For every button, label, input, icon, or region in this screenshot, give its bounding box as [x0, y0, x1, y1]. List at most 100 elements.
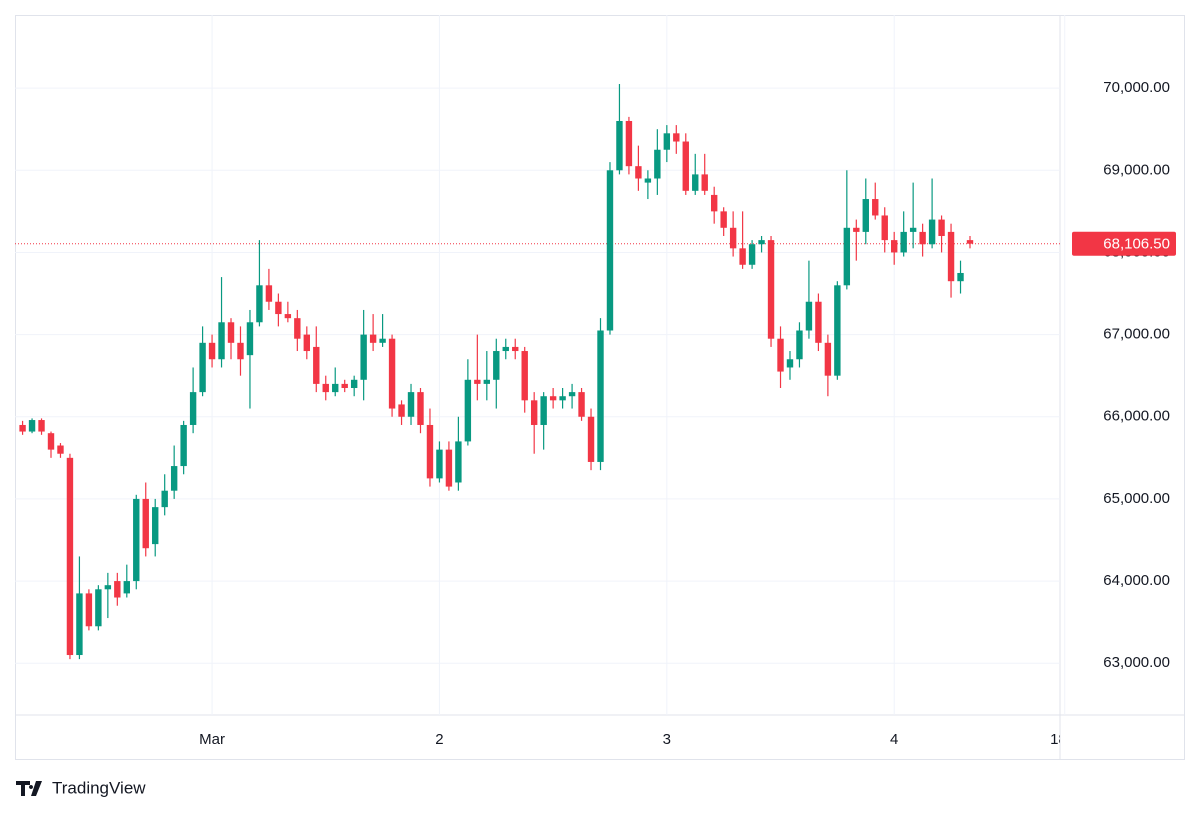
candle-body — [161, 490, 168, 508]
candle-body — [644, 178, 652, 183]
candle-body — [853, 227, 860, 232]
candle-body — [28, 420, 36, 432]
candle-body — [464, 379, 472, 442]
candle-body — [256, 285, 263, 323]
candle-body — [218, 322, 225, 360]
candle-body — [38, 420, 45, 432]
candle-body — [483, 379, 491, 384]
candle-body — [720, 211, 727, 228]
candle-body — [549, 396, 557, 401]
candle-body — [104, 585, 112, 590]
candle-body — [625, 120, 633, 167]
candle-body — [616, 120, 623, 171]
y-tick-label: 70,000.00 — [1103, 79, 1170, 96]
candle-body — [805, 301, 813, 331]
candle-body — [294, 318, 301, 339]
candle-body — [407, 392, 415, 417]
candle-body — [95, 589, 102, 627]
candle-body — [199, 342, 206, 393]
candle-body — [152, 507, 159, 545]
candle-body — [739, 248, 746, 265]
candle-body — [417, 392, 424, 425]
candle-body — [815, 301, 822, 343]
candle-body — [512, 346, 519, 352]
candle-body — [379, 338, 386, 343]
candle-body — [966, 240, 974, 244]
candle-body — [208, 342, 216, 360]
candle-body — [654, 149, 661, 179]
candles — [19, 84, 974, 660]
candle-body — [606, 170, 614, 331]
candle-body — [237, 342, 244, 360]
candle-body — [891, 240, 898, 253]
candle-body — [19, 424, 26, 432]
candle-body — [284, 314, 292, 319]
candle-body — [322, 383, 329, 393]
candle-body — [350, 379, 358, 389]
candle-body — [530, 400, 538, 425]
candle-body — [57, 445, 64, 454]
candle-body — [313, 346, 320, 384]
candle-body — [919, 231, 926, 245]
y-tick-label: 66,000.00 — [1103, 408, 1170, 425]
candle-body — [834, 285, 841, 376]
candle-body — [123, 581, 130, 594]
candle-body — [578, 392, 585, 417]
candle-body — [227, 322, 235, 343]
candle-body — [568, 392, 576, 397]
candle-body — [388, 338, 396, 409]
brand-logo — [16, 781, 42, 796]
candle-body — [872, 199, 879, 216]
candle-body — [246, 322, 254, 356]
candle-body — [502, 346, 509, 352]
x-tick-labels: Mar 2 3 4 18:0 — [199, 731, 1060, 748]
candle-body — [928, 219, 936, 245]
candle-body — [398, 404, 405, 417]
candle-body — [957, 272, 964, 282]
candle-body — [663, 133, 671, 150]
y-tick-label: 69,000.00 — [1103, 161, 1170, 178]
candle-body — [900, 231, 907, 253]
candle-body — [682, 141, 689, 191]
candle-body — [170, 466, 178, 491]
y-tick-label: 64,000.00 — [1103, 572, 1170, 589]
candle-body — [909, 227, 917, 232]
candle-body — [540, 396, 547, 425]
candle-body — [710, 194, 718, 212]
candle-body — [796, 330, 803, 360]
candle-body — [303, 334, 311, 352]
candle-body — [341, 383, 348, 389]
x-tick-label: 3 — [663, 731, 671, 748]
candle-body — [189, 392, 197, 425]
x-tick-label: 2 — [435, 731, 443, 748]
y-tick-label: 65,000.00 — [1103, 490, 1170, 507]
candle-body — [133, 498, 140, 582]
candle-body — [521, 351, 528, 401]
candle-body — [275, 301, 282, 315]
candle-body — [758, 240, 765, 245]
candle-body — [947, 231, 955, 282]
x-tick-label: Mar — [199, 731, 225, 748]
candle-body — [436, 449, 443, 479]
candle-body — [701, 174, 708, 191]
candle-body — [66, 457, 74, 656]
candle-body — [474, 379, 481, 384]
candle-body — [843, 227, 851, 286]
last-price-label: 68,106.50 — [1103, 236, 1170, 253]
candle-body — [360, 334, 367, 380]
axis-labels: 63,000.00 64,000.00 65,000.00 66,000.00 67,0… — [1072, 79, 1176, 671]
candle-body — [635, 166, 642, 179]
candle-body — [824, 342, 832, 376]
candle-body — [692, 174, 699, 191]
candle-body — [767, 240, 775, 339]
x-tick-label: 4 — [890, 731, 898, 748]
candle-body — [455, 441, 462, 483]
candle-body — [673, 133, 680, 142]
candle-body — [265, 285, 273, 302]
candle-body — [142, 498, 149, 549]
candle-body — [332, 383, 339, 393]
candle-body — [587, 416, 595, 462]
candle-body — [938, 219, 945, 237]
candle-body — [862, 199, 869, 232]
